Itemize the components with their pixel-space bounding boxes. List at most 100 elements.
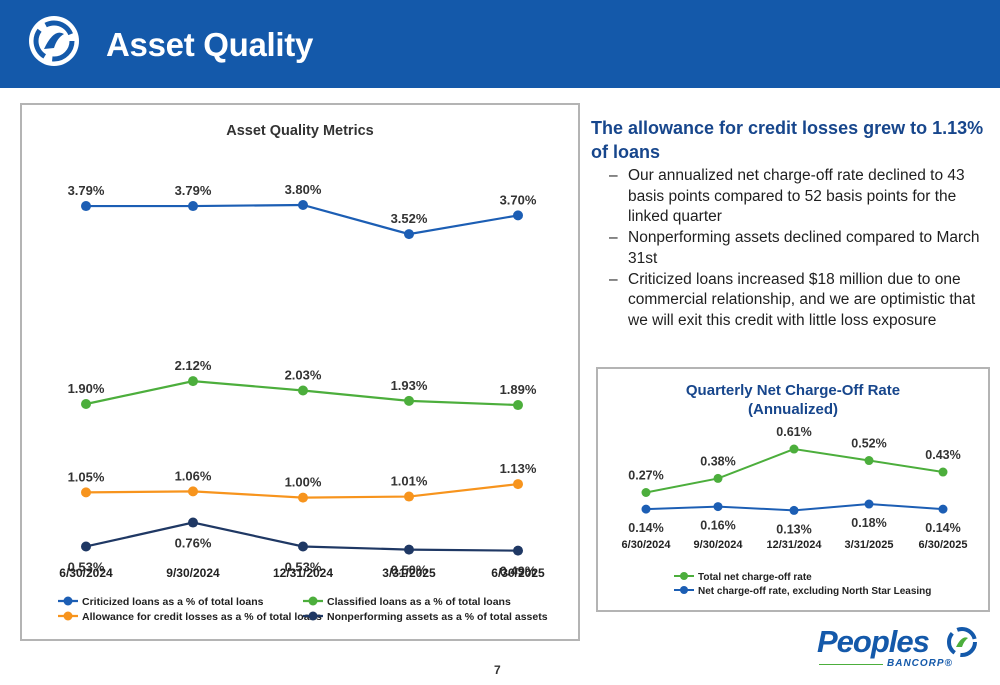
data-point [513, 479, 523, 490]
header-bar: Asset Quality [0, 0, 1000, 88]
data-point [713, 502, 723, 512]
data-label: 0.13% [776, 522, 811, 536]
brand-rule [819, 664, 883, 665]
bullet-item: – Nonperforming assets declined compared … [591, 228, 991, 269]
data-label: 0.53% [68, 559, 105, 574]
legend-swatch-marker [63, 596, 73, 606]
legend-label: Total net charge-off rate [698, 572, 812, 583]
asset-quality-chart: Asset Quality Metrics 3.79% 3.79% 3.80% 3.52… [58, 123, 548, 623]
x-tick-label: 6/30/2025 [491, 566, 545, 580]
data-label: 0.50% [391, 563, 428, 578]
data-label: 3.70% [500, 192, 537, 207]
x-tick-label: 6/30/2024 [59, 566, 113, 580]
data-label: 2.03% [285, 367, 322, 382]
data-point [938, 467, 948, 477]
lead-statement: The allowance for credit losses grew to … [591, 118, 984, 162]
legend-label: Net charge-off rate, excluding North Sta… [698, 586, 931, 597]
data-label: 1.01% [391, 474, 428, 489]
dash-icon: – [609, 229, 618, 247]
chart-subtitle: (Annualized) [748, 401, 838, 418]
data-point [81, 487, 91, 498]
brand-wordmark: Peoples [817, 624, 930, 659]
data-point [81, 541, 91, 552]
data-label: 0.61% [776, 425, 811, 439]
data-label: 0.52% [851, 437, 886, 451]
x-tick-label: 12/31/2024 [273, 566, 333, 580]
x-tick-label: 6/30/2025 [919, 539, 968, 551]
page-title: Asset Quality [106, 26, 314, 63]
commentary: The allowance for credit losses grew to … [591, 116, 991, 332]
net-charge-off-chart-panel: Quarterly Net Charge-Off Rate (Annualized… [596, 367, 990, 612]
data-label: 3.52% [391, 211, 428, 226]
legend-swatch-marker [680, 572, 688, 580]
data-point [641, 504, 651, 514]
data-point [188, 486, 198, 497]
brand-subtitle: BANCORP® [887, 658, 953, 669]
data-label: 1.90% [68, 381, 105, 396]
data-point [298, 385, 308, 396]
data-label: 1.00% [285, 475, 322, 490]
data-point [938, 504, 948, 514]
data-label: 0.43% [925, 448, 960, 462]
x-tick-label: 3/31/2025 [382, 566, 436, 580]
bullet-item: – Criticized loans increased $18 million … [591, 270, 991, 332]
brand-mark-icon [947, 627, 977, 657]
legend-label: Nonperforming assets as a % of total ass… [327, 611, 548, 623]
data-point [513, 545, 523, 556]
x-tick-label: 3/31/2025 [845, 539, 894, 551]
dash-icon: – [609, 270, 618, 288]
data-point [641, 488, 651, 497]
dash-icon: – [609, 167, 618, 184]
data-point [513, 400, 523, 411]
data-point [81, 201, 91, 212]
bullet-text: Criticized loans increased $18 million d… [628, 270, 976, 329]
x-tick-label: 12/31/2024 [766, 539, 822, 551]
legend-swatch-marker [63, 611, 73, 621]
data-point [513, 210, 523, 221]
data-label: 0.16% [700, 519, 735, 533]
data-point [298, 541, 308, 552]
data-point [404, 395, 414, 406]
data-label: 0.14% [925, 521, 960, 535]
data-label: 0.14% [628, 521, 663, 535]
chart-title: Quarterly Net Charge-Off Rate [686, 382, 900, 399]
data-point [864, 456, 874, 466]
legend-swatch-marker [308, 611, 318, 621]
bullet-text: Our annualized net charge-off rate decli… [628, 167, 965, 226]
brand-logo: Peoples BANCORP® [815, 624, 980, 674]
data-point [404, 229, 414, 240]
legend-label: Classified loans as a % of total loans [327, 596, 511, 608]
data-label: 1.06% [175, 468, 212, 483]
data-label: 3.80% [285, 182, 322, 197]
chart-title: Asset Quality Metrics [226, 123, 373, 139]
asset-quality-chart-panel: Asset Quality Metrics 3.79% 3.79% 3.80% 3.52… [20, 103, 580, 641]
data-point [864, 499, 874, 509]
data-point [789, 505, 799, 515]
data-label: 0.49% [500, 564, 537, 579]
x-tick-label: 9/30/2024 [694, 539, 744, 551]
data-label: 1.05% [68, 469, 105, 484]
bullet-item: – Our annualized net charge-off rate decl… [591, 166, 991, 228]
legend-label: Allowance for credit losses as a % of to… [82, 611, 322, 623]
data-point [188, 376, 198, 387]
legend-label: Criticized loans as a % of total loans [82, 596, 264, 608]
data-point [404, 491, 414, 502]
data-point [81, 399, 91, 409]
data-label: 0.27% [628, 469, 663, 483]
data-label: 3.79% [68, 183, 105, 198]
legend-swatch-marker [680, 586, 688, 594]
series-line-1 [645, 447, 944, 494]
data-point [188, 517, 198, 528]
page-number: 7 [494, 663, 501, 677]
data-point [713, 473, 723, 483]
data-label: 0.38% [700, 454, 735, 468]
bullet-text: Nonperforming assets declined compared t… [628, 229, 980, 267]
legend-swatch-marker [308, 596, 318, 606]
data-label: 1.13% [500, 461, 537, 476]
bullet-list: – Our annualized net charge-off rate decl… [591, 166, 991, 332]
data-point [404, 544, 414, 555]
data-label: 1.89% [500, 382, 537, 397]
data-label: 1.93% [391, 378, 428, 393]
data-label: 0.53% [285, 559, 322, 574]
data-label: 0.76% [175, 536, 212, 551]
